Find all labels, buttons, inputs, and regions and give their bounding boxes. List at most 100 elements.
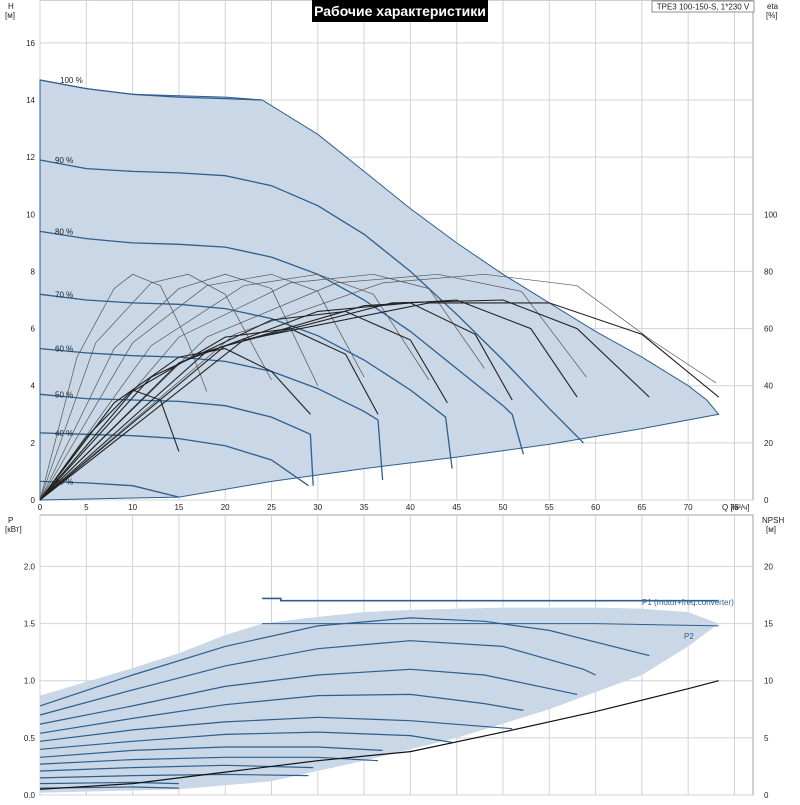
efficiency-curve: [39, 302, 720, 501]
efficiency-curve: [39, 273, 717, 501]
y-left-tick-label: 4: [31, 382, 36, 391]
x-tick-label: 15: [174, 503, 183, 512]
y-left-unit-bottom: [кВт]: [5, 525, 22, 534]
speed-label: 40 %: [55, 429, 73, 438]
title-background: [312, 0, 488, 22]
efficiency-curve: [39, 328, 379, 501]
head-curve: [39, 79, 263, 101]
x-tick-label: 50: [499, 503, 508, 512]
power-envelope: [40, 607, 719, 793]
y-left-tick-label: 0: [31, 496, 36, 505]
speed-label: 70 %: [55, 290, 73, 299]
efficiency-curve: [39, 302, 513, 501]
x-tick-label: 60: [591, 503, 600, 512]
power-ticks: 0.0 0.5 1.0 1.5 2.0 0 5 10 15 20: [24, 562, 774, 800]
performance-ticks: 0 5 10 15 20 25 30 35 40 45 50 55 60 65 70 75 0 2 4 6 8 10 12 1…: [26, 39, 778, 512]
y-left-tick-label: 16: [26, 39, 35, 48]
npsh-tick-label: 0: [764, 791, 769, 800]
x-tick-label: 75: [730, 503, 739, 512]
power-curve: [39, 716, 513, 742]
y-right-tick-label: 0: [764, 496, 769, 505]
x-tick-label: 45: [452, 503, 461, 512]
speed-label: 20 %: [55, 477, 73, 486]
power-tick-label: 1.5: [24, 620, 36, 629]
power-curve: [39, 781, 179, 785]
power-tick-label: 2.0: [24, 562, 36, 571]
speed-label: 80 %: [55, 227, 73, 236]
y-left-label-top: H: [8, 2, 14, 11]
x-tick-label: 20: [221, 503, 230, 512]
power-envelope-area: [40, 607, 719, 793]
power-tick-label: 0.0: [24, 791, 36, 800]
speed-label: 60 %: [55, 345, 73, 354]
y-right-label-bottom: NPSH: [762, 516, 784, 525]
y-right-unit-top: [%]: [766, 11, 778, 20]
head-envelope-area: [39, 79, 720, 501]
model-label: TPE3 100-150-S, 1*230 V: [657, 3, 750, 12]
efficiency-curve: [39, 310, 448, 501]
speed-label: 50 %: [55, 390, 73, 399]
y-left-tick-label: 6: [31, 325, 36, 334]
y-right-tick-label: 80: [764, 267, 773, 276]
efficiency-curve: [39, 273, 319, 501]
y-left-label-bottom: P: [8, 516, 13, 525]
power-curves: [39, 597, 719, 790]
y-right-label-top: eta: [767, 2, 779, 11]
efficiency-curve: [39, 273, 430, 501]
power-curve: [39, 693, 524, 734]
x-tick-label: 5: [84, 503, 89, 512]
npsh-tick-label: 15: [764, 620, 773, 629]
npsh-tick-label: 10: [764, 677, 773, 686]
power-tick-label: 0.5: [24, 734, 36, 743]
power-curve: [39, 668, 578, 725]
npsh-tick-label: 20: [764, 562, 773, 571]
efficiency-curves: [39, 273, 720, 501]
efficiency-curve: [39, 273, 272, 501]
x-tick-label: 0: [38, 503, 43, 512]
power-curve: [39, 617, 650, 707]
power-curve: [39, 640, 596, 716]
x-tick-label: 55: [545, 503, 554, 512]
y-left-tick-label: 12: [26, 153, 35, 162]
p2-curve: [262, 623, 719, 627]
y-right-tick-label: 20: [764, 439, 773, 448]
x-tick-label: 30: [313, 503, 322, 512]
p1-curve: [262, 597, 719, 602]
y-right-unit-bottom: [м]: [766, 525, 776, 534]
head-curve: [39, 293, 453, 469]
x-tick-label: 65: [637, 503, 646, 512]
y-right-tick-label: 100: [764, 210, 778, 219]
model-box: [651, 0, 755, 13]
power-curve: [39, 773, 309, 779]
p2-label: P2: [684, 632, 694, 641]
speed-label: 100 %: [60, 76, 83, 85]
y-right-tick-label: 60: [764, 325, 773, 334]
head-curve: [39, 393, 314, 486]
power-curve: [39, 731, 453, 750]
y-left-unit-top: [м]: [5, 11, 15, 20]
x-tick-label: 35: [360, 503, 369, 512]
x-tick-label: 40: [406, 503, 415, 512]
npsh-tick-label: 5: [764, 734, 769, 743]
y-left-tick-label: 8: [31, 267, 36, 276]
x-tick-label: 70: [684, 503, 693, 512]
npsh-curve: [39, 680, 719, 790]
chart-title: Рабочие характеристики: [314, 3, 486, 19]
y-left-tick-label: 10: [26, 210, 35, 219]
speed-label: 90 %: [55, 156, 73, 165]
efficiency-curve: [39, 299, 650, 501]
head-curve: [39, 159, 584, 444]
efficiency-curve: [39, 273, 365, 501]
y-left-tick-label: 14: [26, 96, 35, 105]
x-tick-label: 25: [267, 503, 276, 512]
x-tick-label: 10: [128, 503, 137, 512]
power-tick-label: 1.0: [24, 677, 36, 686]
x-axis-label: Q [м³/ч]: [722, 503, 749, 512]
power-curve: [39, 746, 383, 758]
y-right-tick-label: 40: [764, 382, 773, 391]
head-curve: [39, 432, 309, 487]
head-curve: [39, 347, 384, 481]
performance-envelope: [39, 79, 720, 501]
